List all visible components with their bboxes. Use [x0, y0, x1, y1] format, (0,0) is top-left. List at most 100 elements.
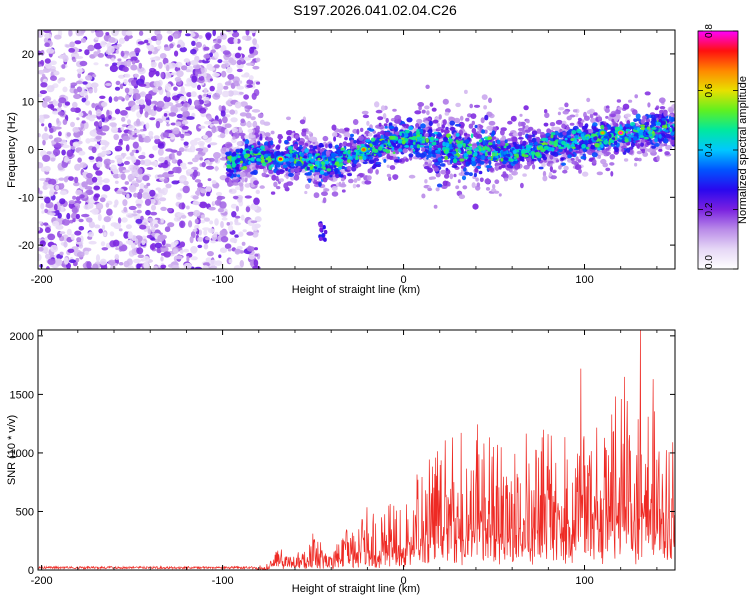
spectrogram-ridge-cell — [402, 148, 408, 154]
spectrogram-noise-cell — [151, 225, 156, 233]
spectrogram-noise-cell — [53, 126, 62, 130]
spectrogram-ridge-cell — [331, 191, 339, 197]
spectrogram-noise-cell — [183, 180, 189, 186]
spectrogram-noise-cell — [75, 80, 83, 85]
spectrogram-noise-cell — [171, 180, 180, 185]
spectrogram-noise-cell — [117, 217, 122, 224]
spectrogram-noise-cell — [149, 57, 157, 61]
spectrogram-ridge-cell — [386, 153, 391, 160]
spectrogram-ridge-cell — [284, 139, 289, 145]
spectrogram-noise-cell — [144, 39, 149, 44]
spectrogram-ridge-cell — [440, 128, 444, 133]
spectrogram-noise-cell — [211, 125, 217, 134]
spectrogram-ridge-cell — [356, 184, 361, 188]
spectrogram-ridge-cell — [559, 128, 563, 133]
spectrogram-noise-cell — [146, 182, 151, 187]
spectrogram-noise-cell — [99, 132, 107, 136]
spectrogram-noise-cell — [212, 233, 218, 238]
spectrogram-noise-cell — [236, 85, 245, 90]
spectrogram-noise-cell — [46, 266, 50, 269]
spectrogram-noise-cell — [163, 178, 169, 184]
spectrogram-noise-cell — [80, 37, 87, 43]
spectrogram-noise-cell — [160, 264, 167, 269]
spectrogram-ridge-cell — [436, 133, 443, 138]
spectrogram-noise-cell — [219, 132, 226, 139]
spectrogram-noise-cell — [74, 107, 81, 113]
spectrogram-noise-cell — [153, 80, 161, 88]
spectrogram-ridge-cell — [644, 91, 651, 96]
spectrogram-noise-cell — [142, 128, 147, 132]
spectrogram-noise-cell — [237, 196, 243, 203]
spectrogram-noise-cell — [208, 67, 216, 71]
spectrogram-noise-cell — [135, 203, 142, 207]
spectrogram-noise-cell — [213, 152, 221, 159]
spectrogram-noise-cell — [44, 208, 48, 214]
spectrogram-noise-cell — [216, 125, 223, 129]
spectrogram-ridge-cell — [459, 115, 464, 121]
spectrogram-ridge-cell — [317, 157, 321, 161]
spectrogram-noise-cell — [125, 94, 130, 101]
spectrogram-noise-cell — [81, 213, 90, 218]
spectrogram-noise-cell — [108, 115, 112, 120]
spectrogram-ridge-cell — [318, 181, 322, 187]
spectrogram-noise-cell — [138, 83, 147, 87]
spectrogram-noise-cell — [68, 30, 73, 37]
spectrogram-noise-cell — [155, 187, 162, 191]
spectrogram-noise-cell — [144, 198, 152, 206]
spectrogram-noise-cell — [239, 112, 248, 117]
spectrogram-noise-cell — [246, 84, 253, 88]
spectrogram-ridge-cell — [344, 136, 348, 141]
spectrogram-noise-cell — [38, 237, 41, 243]
spectrogram-ridge-cell — [589, 112, 594, 119]
spectrogram-ridge-cell — [426, 157, 429, 160]
spectrogram-noise-cell — [246, 231, 254, 236]
spectrogram-ridge-cell — [646, 141, 651, 146]
spectrogram-ridge-cell — [483, 105, 487, 110]
spectrogram-noise-cell — [209, 85, 215, 92]
spectrogram-noise-cell — [107, 45, 115, 54]
spectrogram-noise-cell — [194, 179, 202, 183]
spectrogram-noise-cell — [179, 249, 184, 254]
spectrogram-noise-cell — [244, 183, 251, 188]
spectrogram-ridge-cell — [442, 180, 448, 186]
spectrogram-noise-cell — [245, 62, 255, 66]
spectrogram-ridge-cell — [338, 174, 344, 178]
spectrogram-noise-cell — [104, 63, 109, 67]
spectrogram-noise-cell — [53, 203, 58, 211]
spectrogram-noise-cell — [110, 126, 119, 133]
spectrogram-noise-cell — [228, 259, 233, 264]
spectrogram-noise-cell — [252, 231, 259, 238]
spectrogram-ridge-cell — [424, 161, 429, 165]
spectrogram-noise-cell — [68, 48, 76, 53]
spectrogram-noise-cell — [255, 189, 260, 195]
spectrogram-ridge-cell — [604, 108, 610, 113]
spectrogram-noise-cell — [148, 153, 155, 159]
spectrogram-noise-cell — [138, 30, 144, 36]
spectrogram-noise-cell — [77, 157, 82, 163]
spectrogram-noise-cell — [52, 220, 60, 227]
spectrogram-noise-cell — [132, 134, 138, 138]
spectrogram-noise-cell — [187, 168, 195, 173]
spectrogram-noise-cell — [41, 210, 45, 214]
spectrogram-noise-cell — [154, 223, 159, 228]
spectrogram-ridge-cell — [279, 178, 284, 183]
spectrogram-noise-cell — [75, 257, 80, 263]
spectrogram-noise-cell — [163, 113, 168, 117]
spectrogram-noise-cell — [214, 218, 219, 226]
spectrogram-ridge-cell — [392, 174, 398, 180]
spectrogram-noise-cell — [181, 65, 188, 71]
spectrogram-noise-cell — [83, 121, 89, 129]
spectrogram-ridge-cell — [567, 154, 572, 159]
spectrogram-ridge-cell — [352, 119, 359, 125]
spectrogram-noise-cell — [170, 242, 177, 247]
spectrogram-noise-cell — [95, 170, 103, 176]
spectrogram-noise-cell — [139, 106, 144, 115]
spectrogram-noise-cell — [118, 138, 123, 144]
spectrogram-ridge-cell — [388, 176, 392, 182]
spectrogram-ridge-cell — [331, 186, 338, 191]
spectrogram-noise-cell — [41, 74, 46, 77]
spectrogram-ridge-cell — [541, 162, 546, 168]
spectrogram-noise-cell — [203, 54, 211, 59]
spectrogram-noise-cell — [39, 240, 46, 247]
spectrogram-ridge-cell — [558, 165, 562, 170]
